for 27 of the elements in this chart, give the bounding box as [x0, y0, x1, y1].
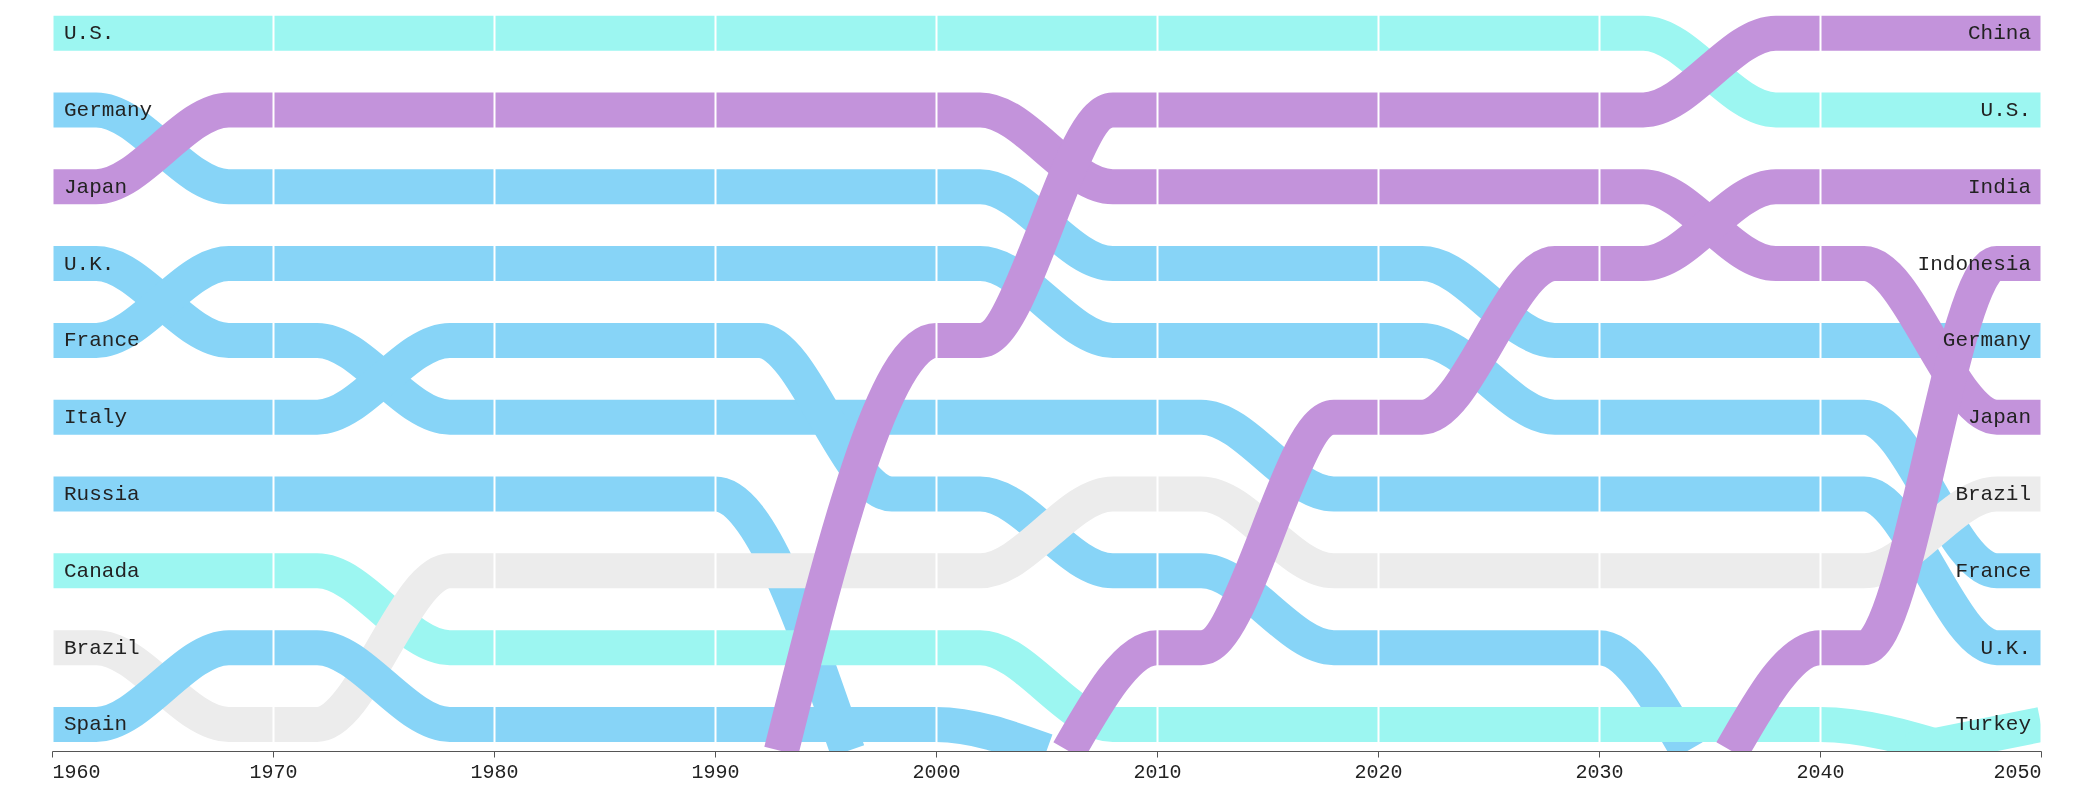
x-tick-label: 1980 [470, 760, 519, 784]
series-label: France [64, 329, 140, 353]
series-label: Russia [64, 483, 140, 506]
x-tick-label: 2040 [1796, 760, 1845, 784]
x-tick-label: 2000 [912, 760, 961, 784]
x-tick-label: 2050 [1993, 760, 2042, 784]
series-label: Brazil [1955, 483, 2031, 506]
series-label: India [1967, 175, 2031, 199]
x-tick-label: 1960 [52, 760, 101, 784]
text: U.S. [1980, 98, 2031, 122]
series-label: China [1967, 22, 2031, 46]
text: U.K. [1980, 636, 2031, 660]
series-label: Italy [64, 406, 128, 430]
series-label: Japan [64, 175, 128, 199]
series-label: U.S. [64, 22, 115, 46]
x-tick-label: 1970 [249, 760, 298, 784]
text: Japan [1967, 406, 2031, 430]
x-tick-label: 2020 [1354, 760, 1403, 784]
text: Germany [1942, 329, 2031, 353]
x-tick-label: 2030 [1575, 760, 1624, 784]
x-tick-label: 1990 [691, 760, 740, 784]
series-label: U.K. [64, 252, 115, 276]
text: Brazil [64, 636, 140, 660]
series-label: Turkey [1955, 713, 2031, 737]
x-tick-label: 2010 [1133, 760, 1182, 784]
series-label: Spain [64, 713, 128, 737]
series-label: Canada [64, 559, 140, 583]
